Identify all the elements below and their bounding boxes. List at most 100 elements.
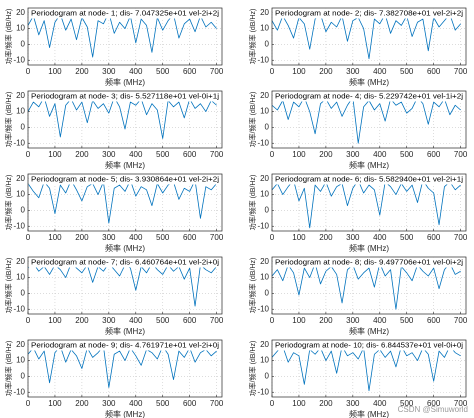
x-tick-label: 700	[210, 233, 224, 242]
x-tick-label: 400	[373, 399, 387, 408]
title-bg	[28, 340, 222, 351]
x-tick-label: 500	[400, 67, 414, 76]
x-tick-label: 600	[183, 67, 197, 76]
y-axis-label: 功率/频率 (dB/Hz)	[4, 9, 13, 65]
x-tick-label: 300	[102, 67, 116, 76]
title-bg	[28, 257, 222, 268]
x-tick-label: 400	[129, 316, 143, 325]
y-axis-label: 功率/频率 (dB/Hz)	[248, 9, 257, 65]
y-tick-label: -10	[13, 387, 25, 396]
y-tick-label: -10	[257, 55, 269, 64]
y-tick-label: -10	[257, 387, 269, 396]
y-axis-label: 功率/频率 (dB/Hz)	[4, 258, 13, 314]
y-tick-label: 10	[260, 107, 269, 116]
y-tick-label: 0	[265, 123, 270, 132]
plot-area	[272, 345, 461, 392]
x-tick-label: 300	[102, 316, 116, 325]
y-tick-label: 10	[16, 273, 25, 282]
x-tick-label: 400	[129, 150, 143, 159]
x-tick-label: 300	[346, 316, 360, 325]
x-tick-label: 300	[346, 150, 360, 159]
y-tick-label: 20	[260, 340, 269, 349]
x-tick-label: 400	[373, 316, 387, 325]
y-axis-label: 功率/频率 (dB/Hz)	[4, 92, 13, 148]
x-tick-label: 200	[319, 233, 333, 242]
y-axis-label: 功率/频率 (dB/Hz)	[4, 341, 13, 397]
data-line	[272, 262, 461, 310]
axes-box	[271, 173, 467, 232]
x-tick-label: 100	[292, 316, 306, 325]
x-tick-label: 400	[129, 233, 143, 242]
x-tick-label: 600	[183, 316, 197, 325]
x-tick-label: 200	[319, 316, 333, 325]
title-bg	[28, 91, 222, 102]
y-tick-label: 0	[21, 372, 26, 381]
x-tick-label: 700	[210, 316, 224, 325]
y-tick-label: 0	[265, 206, 270, 215]
x-tick-label: 300	[346, 399, 360, 408]
x-tick-label: 600	[183, 399, 197, 408]
y-tick-label: -10	[13, 55, 25, 64]
y-tick-label: 20	[16, 174, 25, 183]
x-axis-label: 频率 (MHz)	[349, 160, 389, 170]
x-tick-label: 100	[48, 233, 62, 242]
subplot-title: Periodogram at node- 7; dis- 6.460764e+0…	[31, 258, 219, 267]
subplot-title: Periodogram at node- 1; dis- 7.047325e+0…	[31, 9, 219, 18]
x-axis-label: 频率 (MHz)	[349, 409, 389, 418]
title-bg	[272, 91, 466, 102]
y-tick-label: 0	[21, 289, 26, 298]
y-tick-label: 10	[260, 273, 269, 282]
x-tick-label: 100	[48, 67, 62, 76]
x-tick-label: 500	[400, 233, 414, 242]
y-axis-label: 功率/频率 (dB/Hz)	[248, 341, 257, 397]
axes-box	[271, 90, 467, 149]
x-tick-label: 700	[454, 150, 468, 159]
y-tick-label: -10	[13, 221, 25, 230]
subplot-title: Periodogram at node- 10; dis- 6.844537e+…	[275, 341, 463, 350]
x-tick-label: 100	[48, 150, 62, 159]
y-tick-label: 0	[21, 40, 26, 49]
x-tick-label: 0	[26, 399, 31, 408]
x-tick-label: 700	[210, 67, 224, 76]
x-tick-label: 0	[270, 67, 275, 76]
x-axis-label: 频率 (MHz)	[105, 160, 145, 170]
x-tick-label: 600	[427, 150, 441, 159]
x-tick-label: 600	[427, 316, 441, 325]
y-tick-label: 20	[16, 340, 25, 349]
y-tick-label: -10	[257, 221, 269, 230]
x-tick-label: 500	[156, 233, 170, 242]
x-tick-label: 600	[183, 233, 197, 242]
y-tick-label: 20	[16, 91, 25, 100]
y-tick-label: 10	[16, 190, 25, 199]
x-tick-label: 400	[129, 67, 143, 76]
y-tick-label: 10	[260, 24, 269, 33]
x-tick-label: 700	[454, 399, 468, 408]
y-tick-label: 10	[260, 190, 269, 199]
title-bg	[272, 8, 466, 19]
data-line	[272, 179, 461, 229]
x-tick-label: 500	[156, 399, 170, 408]
x-tick-label: 0	[270, 316, 275, 325]
x-tick-label: 100	[292, 399, 306, 408]
x-tick-label: 500	[400, 316, 414, 325]
x-tick-label: 0	[270, 233, 275, 242]
y-tick-label: 20	[16, 8, 25, 17]
x-tick-label: 200	[75, 150, 89, 159]
plot-area	[28, 179, 217, 224]
axes-box	[27, 256, 223, 315]
title-bg	[272, 257, 466, 268]
title-bg	[272, 340, 466, 351]
x-tick-label: 400	[373, 67, 387, 76]
y-tick-label: 0	[265, 372, 270, 381]
x-tick-label: 0	[26, 150, 31, 159]
x-axis-label: 频率 (MHz)	[349, 77, 389, 87]
y-tick-label: 0	[265, 289, 270, 298]
x-tick-label: 200	[75, 233, 89, 242]
